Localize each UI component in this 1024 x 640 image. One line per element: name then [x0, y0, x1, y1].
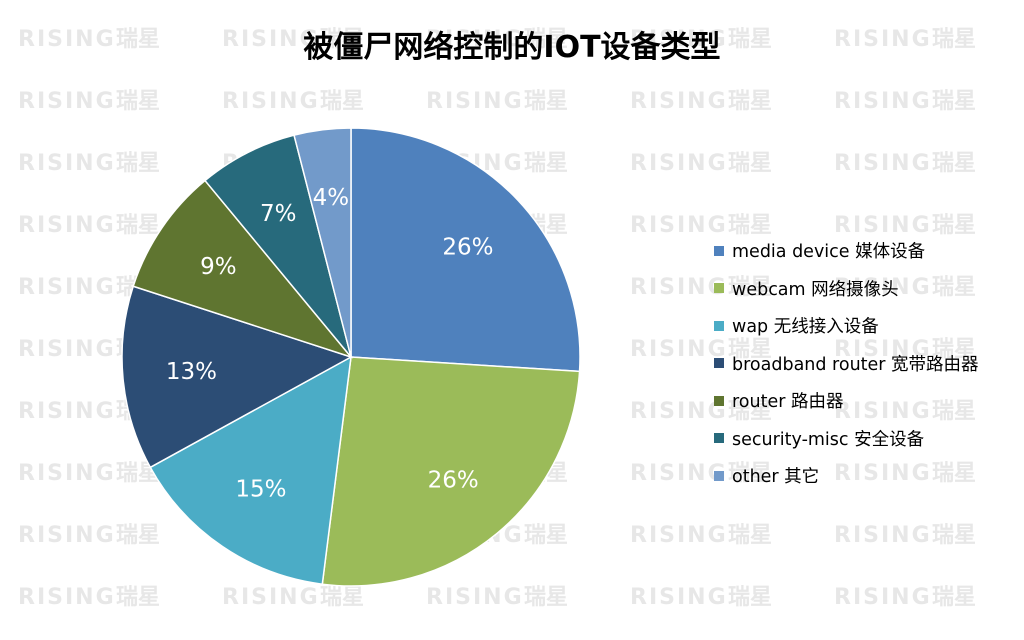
- legend-label: other 其它: [732, 467, 820, 488]
- pie-slice: [350, 127, 581, 373]
- pie-slice: [293, 127, 352, 358]
- legend-swatch: [714, 245, 724, 256]
- legend-item: webcam 网络摄像头: [714, 270, 1020, 308]
- legend-item: media device 媒体设备: [714, 232, 1020, 270]
- legend-swatch: [714, 283, 724, 294]
- legend-label: security-misc 安全设备: [732, 429, 925, 450]
- pie-slice: [321, 356, 581, 587]
- legend-label: router 路由器: [732, 392, 844, 413]
- slice-data-label: 15%: [235, 477, 286, 503]
- slice-data-label: 4%: [313, 185, 350, 211]
- legend-swatch: [714, 433, 724, 444]
- slice-data-label: 9%: [200, 254, 237, 280]
- slice-data-label: 26%: [442, 234, 493, 260]
- slice-data-label: 26%: [428, 468, 479, 494]
- slice-data-label: 13%: [166, 359, 217, 385]
- chart-legend: media device 媒体设备 webcam 网络摄像头 wap 无线接入设备 b…: [714, 232, 1020, 495]
- legend-label: webcam 网络摄像头: [732, 279, 899, 300]
- legend-swatch: [714, 320, 724, 331]
- legend-item: router 路由器: [714, 382, 1020, 420]
- legend-swatch: [714, 470, 724, 481]
- pie-slice: [132, 179, 354, 359]
- chart-title: 被僵尸网络控制的IOT设备类型: [303, 30, 721, 65]
- legend-label: broadband router 宽带路由器: [732, 354, 979, 375]
- pie-slice: [149, 355, 352, 586]
- legend-item: security-misc 安全设备: [714, 420, 1020, 458]
- legend-swatch: [714, 395, 724, 406]
- pie-slice: [121, 285, 353, 469]
- legend-item: other 其它: [714, 457, 1020, 495]
- legend-item: broadband router 宽带路由器: [714, 345, 1020, 383]
- legend-label: wap 无线接入设备: [732, 317, 879, 338]
- legend-item: wap 无线接入设备: [714, 307, 1020, 345]
- slice-data-label: 7%: [260, 201, 297, 227]
- legend-label: media device 媒体设备: [732, 242, 926, 263]
- legend-swatch: [714, 358, 724, 369]
